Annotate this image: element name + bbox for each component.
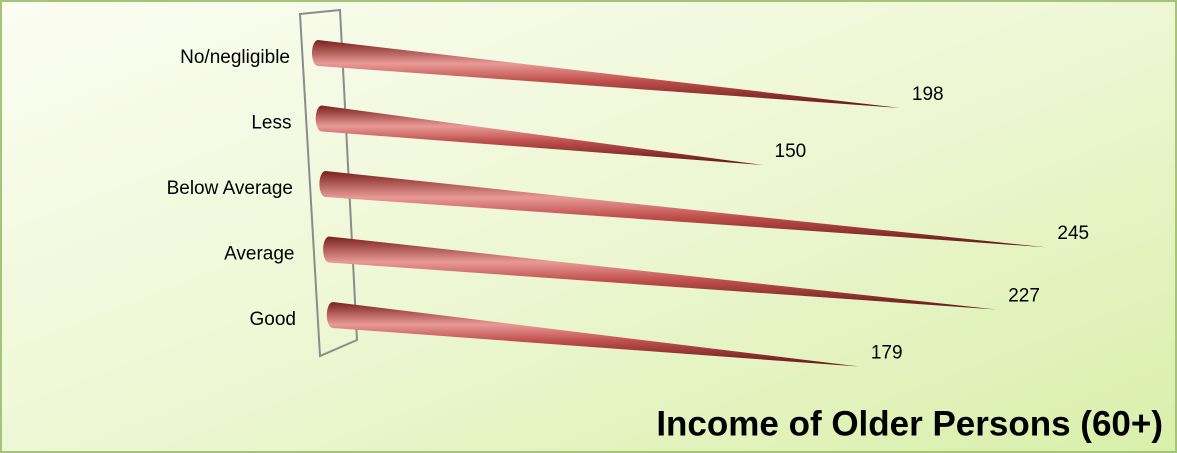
- value-label: 198: [912, 84, 944, 105]
- cone: [315, 105, 763, 165]
- chart-title: Income of Older Persons (60+): [656, 404, 1163, 443]
- cone: [323, 236, 997, 310]
- category-label: Average: [224, 244, 294, 265]
- value-label: 245: [1057, 223, 1089, 244]
- category-label: Good: [250, 309, 296, 330]
- value-label: 179: [871, 343, 903, 364]
- category-label: Below Average: [167, 178, 293, 199]
- category-label: Less: [251, 113, 291, 134]
- cone: [312, 40, 900, 108]
- value-label: 227: [1008, 286, 1040, 307]
- cone: [326, 302, 859, 367]
- category-label: No/negligible: [180, 47, 290, 68]
- value-label: 150: [775, 141, 807, 162]
- back-wall: [298, 8, 359, 358]
- cone: [319, 171, 1046, 248]
